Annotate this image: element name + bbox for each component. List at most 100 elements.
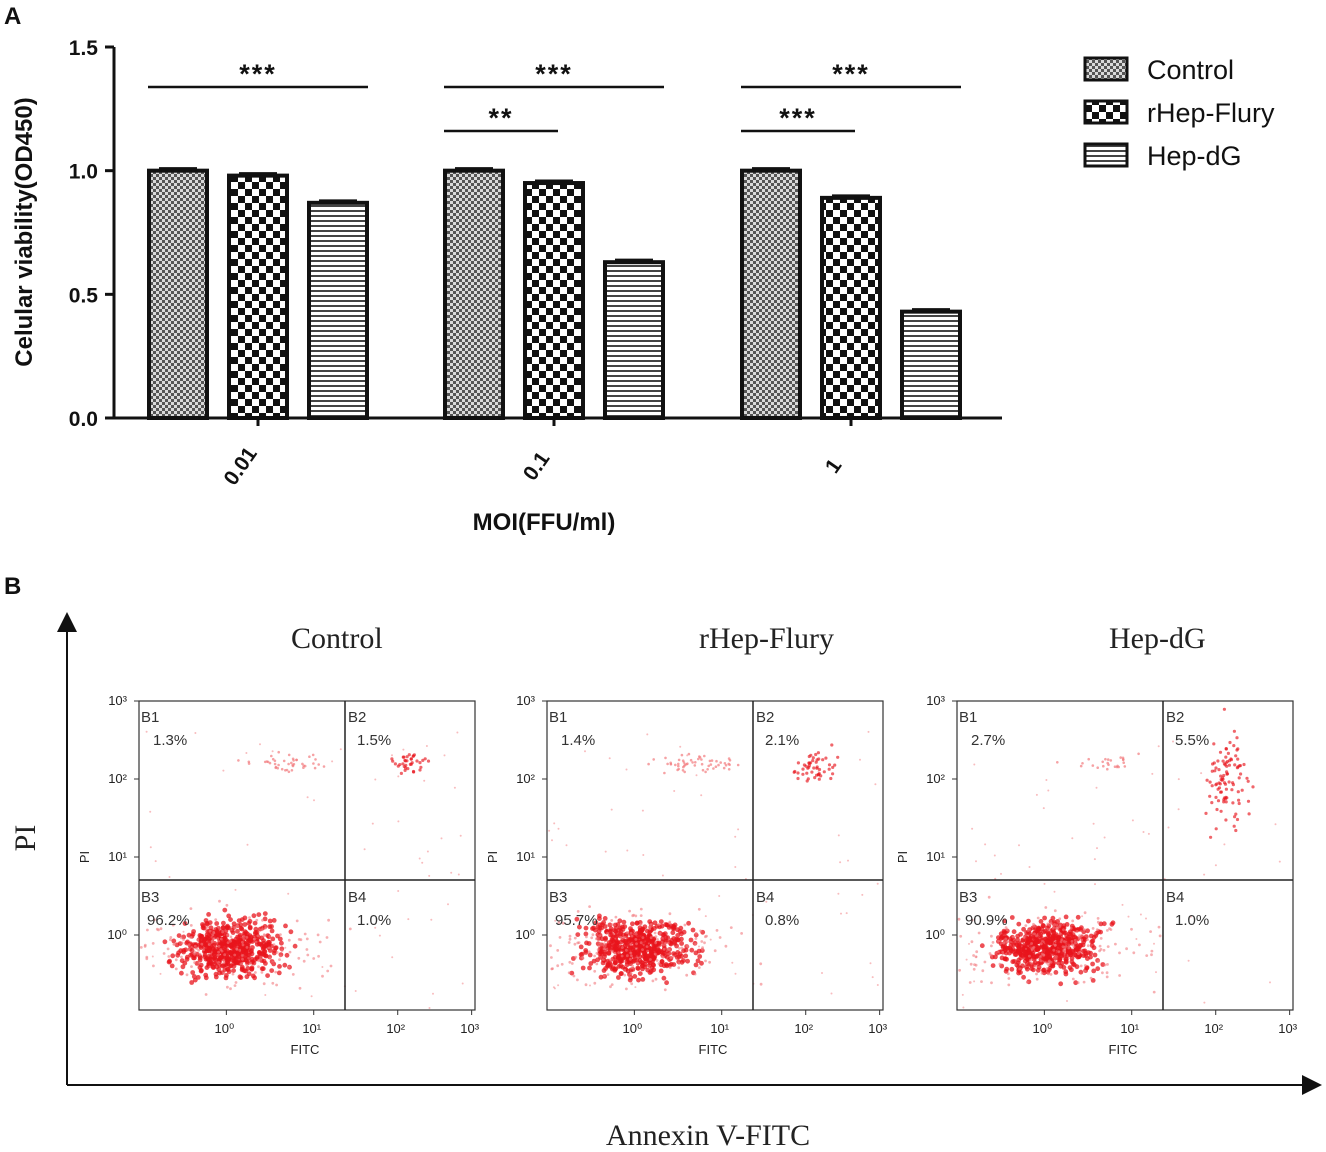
event-dot (1216, 759, 1220, 763)
flow-y-tick-label: 10¹ (516, 849, 535, 864)
event-dot (583, 931, 589, 937)
event-dot (217, 950, 221, 954)
event-dot (1091, 934, 1097, 940)
event-dot (1157, 745, 1160, 748)
event-dot (685, 763, 688, 766)
event-dot (179, 970, 184, 976)
event-dot (228, 917, 233, 922)
event-dot (354, 990, 357, 992)
event-dot (249, 962, 253, 965)
event-dot (270, 754, 273, 758)
event-dot (968, 981, 972, 984)
event-dot (658, 919, 664, 924)
flow-y-tick-label: 10¹ (108, 849, 127, 864)
legend-label-2: Hep-dG (1147, 141, 1242, 171)
event-dot (403, 768, 407, 773)
event-dot (419, 765, 423, 769)
event-dot (229, 987, 232, 991)
event-dot (225, 903, 229, 907)
event-dot (241, 940, 244, 944)
event-dot (295, 919, 299, 923)
event-dot (1215, 807, 1219, 812)
event-dot (222, 907, 228, 913)
event-dot (1155, 971, 1157, 974)
event-dot (680, 753, 684, 757)
event-dot (815, 765, 819, 769)
event-dot (663, 771, 666, 775)
event-dot (648, 949, 654, 954)
event-dot (197, 933, 203, 938)
event-dot (697, 757, 700, 761)
event-dot (191, 974, 197, 979)
event-dot (223, 953, 227, 957)
event-dot (617, 918, 623, 924)
event-dot (620, 927, 626, 932)
event-dot (1055, 955, 1058, 958)
event-dot (682, 761, 686, 764)
event-dot (423, 757, 427, 761)
flow-y-tick-label: 10² (108, 771, 127, 786)
bar-rhep-flury-0 (227, 173, 289, 420)
event-dot (245, 936, 249, 939)
event-dot (1021, 926, 1026, 932)
event-dot (187, 943, 191, 947)
event-dot (599, 925, 604, 931)
event-dot (314, 758, 317, 761)
event-dot (827, 763, 832, 767)
event-dot (836, 755, 840, 759)
event-dot (428, 1007, 431, 1009)
event-dot (681, 948, 686, 954)
event-dot (734, 866, 737, 868)
event-dot (432, 992, 434, 995)
event-dot (193, 961, 197, 964)
event-dot (1012, 952, 1018, 957)
event-dot (1203, 873, 1206, 876)
event-dot (639, 907, 643, 911)
event-dot (595, 962, 599, 966)
event-dot (654, 977, 658, 981)
event-dot (674, 943, 679, 949)
event-dot (621, 919, 627, 925)
event-dot (239, 964, 245, 970)
event-dot (685, 958, 690, 964)
event-dot (1278, 860, 1281, 863)
flow-plot-title: Control (291, 622, 383, 655)
event-dot (987, 895, 991, 899)
event-dot (683, 953, 689, 959)
event-dot (1039, 954, 1043, 958)
event-dot (311, 753, 315, 757)
event-dot (814, 752, 818, 757)
event-dot (210, 956, 216, 962)
event-dot (629, 943, 633, 946)
event-dot (269, 924, 274, 929)
event-dot (1091, 927, 1095, 930)
event-dot (635, 965, 641, 971)
event-dot (588, 905, 591, 908)
event-dot (611, 949, 614, 953)
event-dot (1132, 951, 1136, 955)
event-dot (189, 924, 193, 927)
event-dot (149, 810, 152, 813)
event-dot (598, 955, 603, 960)
event-dot (620, 946, 624, 949)
event-dot (606, 973, 610, 976)
event-dot (456, 731, 459, 734)
event-dot (587, 965, 592, 971)
event-dot (268, 934, 272, 938)
event-dot (1224, 787, 1228, 791)
event-dot (1033, 932, 1036, 936)
event-dot (276, 970, 282, 976)
event-dot (740, 932, 743, 935)
event-dot (822, 770, 826, 774)
event-dot (1088, 954, 1093, 960)
event-dot (577, 941, 581, 944)
event-dot (220, 925, 226, 930)
event-dot (232, 941, 238, 947)
event-dot (153, 918, 156, 922)
event-dot (1044, 906, 1048, 909)
event-dot (1047, 963, 1050, 967)
event-dot (694, 937, 698, 940)
event-dot (235, 947, 239, 951)
event-dot (1072, 934, 1077, 940)
event-dot (1051, 929, 1056, 934)
